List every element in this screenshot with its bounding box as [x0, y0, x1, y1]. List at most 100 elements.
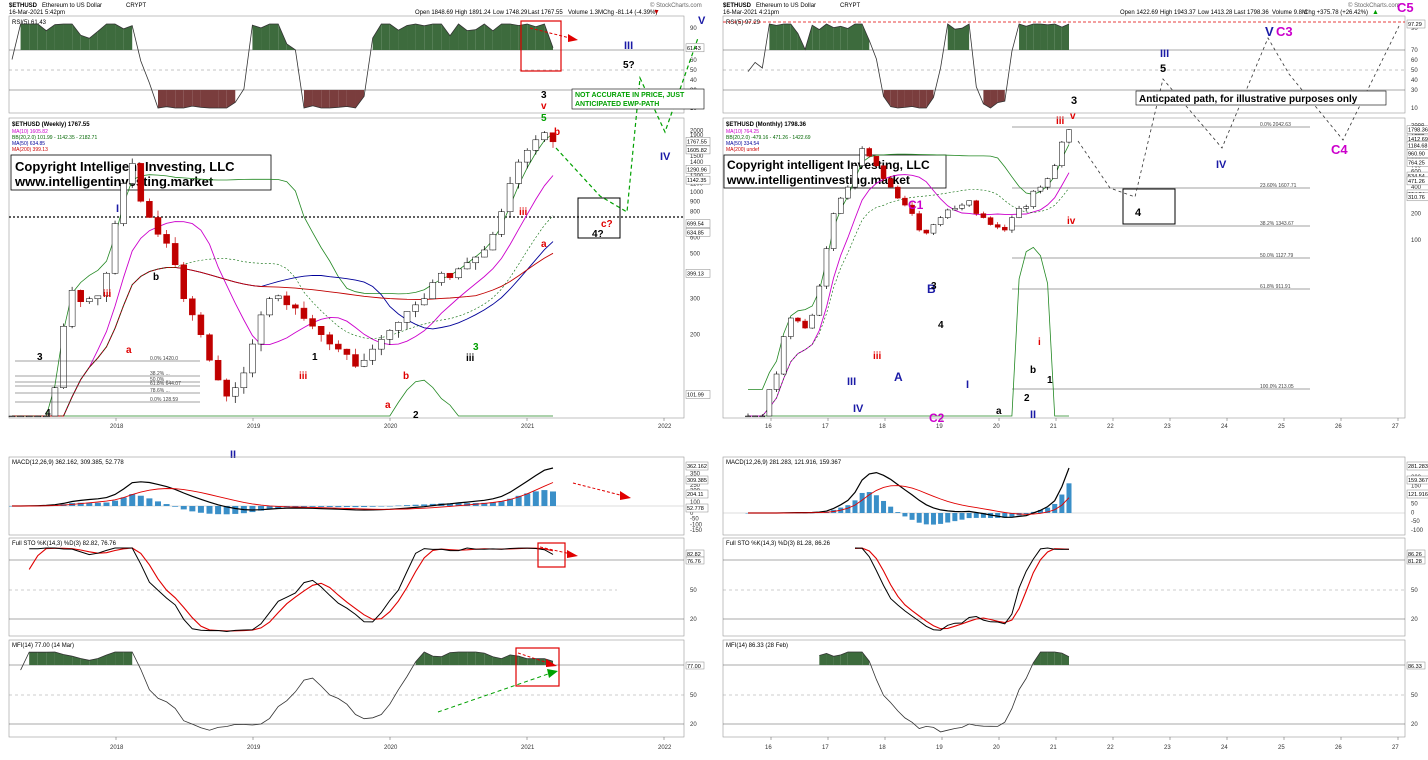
lw-mfi-ob-50 [432, 656, 442, 665]
lw-price-tick-0: 2000 [690, 128, 704, 134]
monthly-mfi-fill [819, 652, 1069, 665]
lw-macd-bar-13 [120, 497, 127, 506]
monthly-wave-B: B [927, 282, 936, 296]
monthly-wave-III: III [1160, 48, 1169, 60]
lw-rsi-ob-60 [518, 24, 528, 50]
weekly-note-line1: NOT ACCURATE IN PRICE, JUST [575, 92, 685, 99]
weekly-moving-averages [12, 175, 554, 417]
monthly-price-label: $ETHUSD (Monthly) 1798.36 [726, 122, 807, 128]
lw-macd-bar-43 [378, 506, 385, 507]
lw-rsi-ob-61 [527, 24, 536, 50]
monthly-copyright-box [723, 154, 947, 189]
rm-macd-bar-24 [916, 513, 922, 523]
rm-mfi-tick-1: 50 [1411, 693, 1418, 699]
weekly-wave-iii-2018: iii [103, 289, 112, 300]
lw-candle-58 [506, 183, 514, 212]
lw-price-tick-5: 1500 [690, 154, 704, 160]
lw-candle-4 [43, 415, 50, 418]
monthly-copyright-line2: www.intelligentinvesting.market [726, 173, 910, 187]
lw-macd-bar-60 [524, 493, 531, 506]
weekly-low: Low 1748.29 [493, 10, 528, 16]
rm-xtick-top-11: 27 [1392, 424, 1399, 430]
lw-candle-27 [240, 372, 248, 389]
lw-candle-24 [214, 359, 222, 381]
weekly-mfi-highlight-box [515, 647, 560, 687]
rm-price-tag-1: 1412.69 [1408, 137, 1428, 143]
monthly-sto-d [854, 547, 1070, 630]
lw-mfi-tick-1: 50 [690, 693, 697, 699]
lw-candle-3 [34, 415, 42, 418]
weekly-wave-labels: I II III IV V 1 2 3 3 4 5? 4? c? v 5 b i… [37, 15, 706, 461]
lw-candle-41 [360, 359, 368, 367]
weekly-bollinger [12, 133, 554, 417]
lw-macd-bar-38 [335, 506, 342, 508]
weekly-copyright-line2: www.intelligentinvesting.market [14, 174, 214, 189]
rm-candle-32 [973, 200, 980, 214]
lw-mfi-tag: 77.00 [687, 664, 701, 670]
lw-candle-19 [171, 243, 179, 266]
rm-fib-label-1: 23.60% 1607.71 [1260, 183, 1297, 189]
monthly-wave-3-18: 3 [931, 281, 937, 292]
lw-candle-12 [111, 223, 119, 274]
rm-ma-fast [748, 172, 1070, 417]
rm-mfi-tick-2: 20 [1411, 722, 1418, 728]
lw-rsi-ob-51 [441, 24, 450, 50]
rm-rsi-ob-45 [1061, 24, 1069, 50]
rm-price-tick-19: 100 [1411, 238, 1422, 244]
rm-price-tag-box-0 [1406, 125, 1428, 134]
rm-xtick-bot-8: 24 [1221, 745, 1228, 751]
lw-macd-bar-40 [352, 506, 359, 508]
weekly-wave-4q: 4? [592, 229, 604, 240]
lw-candle-7 [68, 290, 76, 327]
weekly-sto-arrow [539, 546, 572, 555]
lw-macd-bar-19 [172, 506, 179, 507]
monthly-last: Last 1798.36 [1234, 10, 1269, 16]
rm-rsi-tag-box [1406, 19, 1426, 29]
lw-rsi-tick-0: 90 [690, 26, 697, 32]
weekly-wave-a-2018: a [126, 345, 132, 356]
rm-rsi-tag: 97.29 [1408, 22, 1422, 28]
rm-candle-34 [987, 217, 994, 225]
lw-rsi-os-25 [218, 90, 227, 108]
rm-rsi-tick-6: 10 [1411, 106, 1418, 112]
rm-xtick-bot-2: 18 [879, 745, 886, 751]
lw-macd-bar-61 [532, 491, 539, 506]
lw-candle-16 [146, 201, 153, 218]
rm-candle-6 [788, 317, 794, 337]
rm-candle-5 [780, 336, 787, 375]
lw-candle-57 [498, 211, 505, 235]
lw-rsi-ob-57 [492, 24, 502, 50]
lw-macd-bar-22 [197, 506, 204, 513]
rm-candle-26 [930, 224, 937, 234]
lw-candle-43 [377, 339, 385, 350]
weekly-wave-II: II [230, 449, 236, 461]
rm-candle-7 [795, 317, 801, 322]
rm-candle-35 [994, 224, 1001, 228]
monthly-sto-frame [722, 537, 1406, 637]
lw-mfi-ob-53 [458, 652, 468, 665]
rm-candle-42 [1044, 178, 1051, 188]
lw-rsi-ob-49 [424, 24, 433, 50]
rm-rsi-ob-44 [1054, 24, 1062, 50]
rm-macd-bar-43 [1052, 503, 1058, 513]
monthly-exchange: CRYPT [840, 3, 861, 9]
rm-macd-bar-32 [973, 513, 979, 518]
lw-candle-9 [86, 298, 93, 303]
lw-rsi-ob-50 [432, 24, 442, 50]
lw-rsi-tick-4: 40 [690, 78, 697, 84]
monthly-high: High 1943.37 [1160, 10, 1196, 16]
rm-candle-9 [809, 314, 815, 329]
rm-candle-17 [866, 148, 873, 157]
weekly-ma10-label: MA(10) 1605.82 [12, 129, 48, 135]
monthly-wave-A: A [894, 370, 903, 384]
lw-xtick-top-3: 2021 [521, 424, 535, 430]
rm-xtick-bot-0: 16 [765, 745, 772, 751]
weekly-sto-k [29, 547, 554, 633]
lw-rsi-ob-13 [115, 24, 124, 50]
lw-macd-bar-10 [94, 502, 101, 506]
lw-rsi-ob-59 [510, 24, 519, 50]
monthly-wave-2: 2 [1024, 393, 1030, 404]
lw-rsi-ob-12 [106, 24, 116, 50]
monthly-wave-II: II [1030, 409, 1036, 421]
lw-candle-15 [137, 163, 145, 202]
